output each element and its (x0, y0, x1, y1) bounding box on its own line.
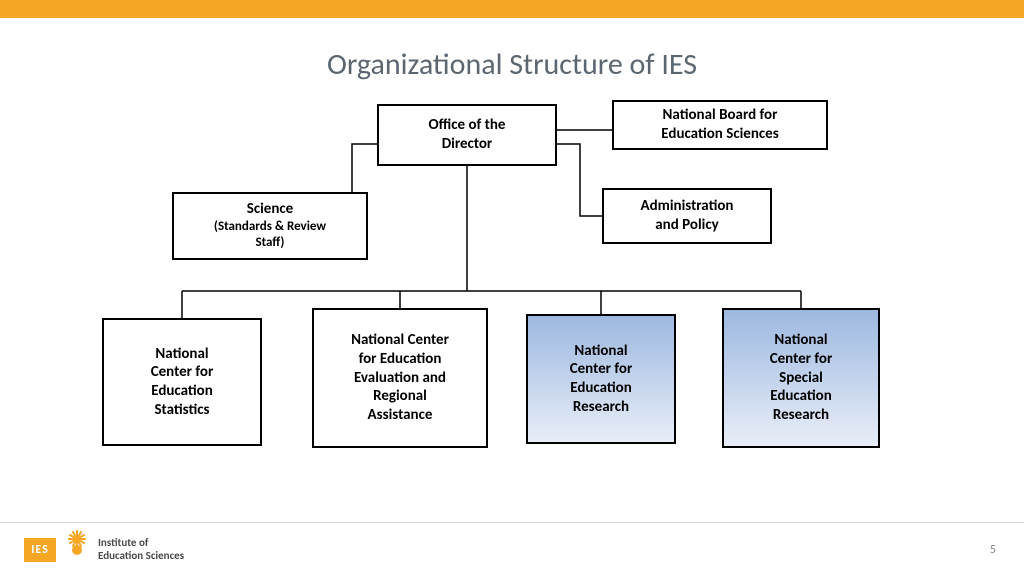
org-node-ncer: National Center for Education Research (526, 314, 676, 444)
org-node-science: Science(Standards & Review Staff) (172, 192, 368, 260)
sun-icon (66, 539, 88, 561)
org-chart: Office of the Director National Board for… (102, 96, 922, 476)
org-node-ncser: National Center for Special Education Re… (722, 308, 880, 448)
top-accent-bar (0, 0, 1024, 18)
org-node-admin: Administration and Policy (602, 188, 772, 244)
ies-logo-line2: Education Sciences (98, 550, 184, 562)
ies-logo-text: Institute of Education Sciences (98, 537, 184, 561)
ies-logo-mark: IES (24, 538, 56, 562)
ies-logo: IES Institute of Education Sciences (24, 537, 184, 561)
org-node-nceera: National Center for Education Evaluation… (312, 308, 488, 448)
ies-logo-line1: Institute of (98, 537, 184, 549)
org-node-director: Office of the Director (377, 104, 557, 166)
org-node-nces: National Center for Education Statistics (102, 318, 262, 446)
org-node-board: National Board for Education Sciences (612, 100, 828, 150)
page-title: Organizational Structure of IES (0, 46, 1024, 83)
footer: IES Institute of Education Sciences 5 (0, 522, 1024, 576)
page-number: 5 (990, 543, 996, 557)
